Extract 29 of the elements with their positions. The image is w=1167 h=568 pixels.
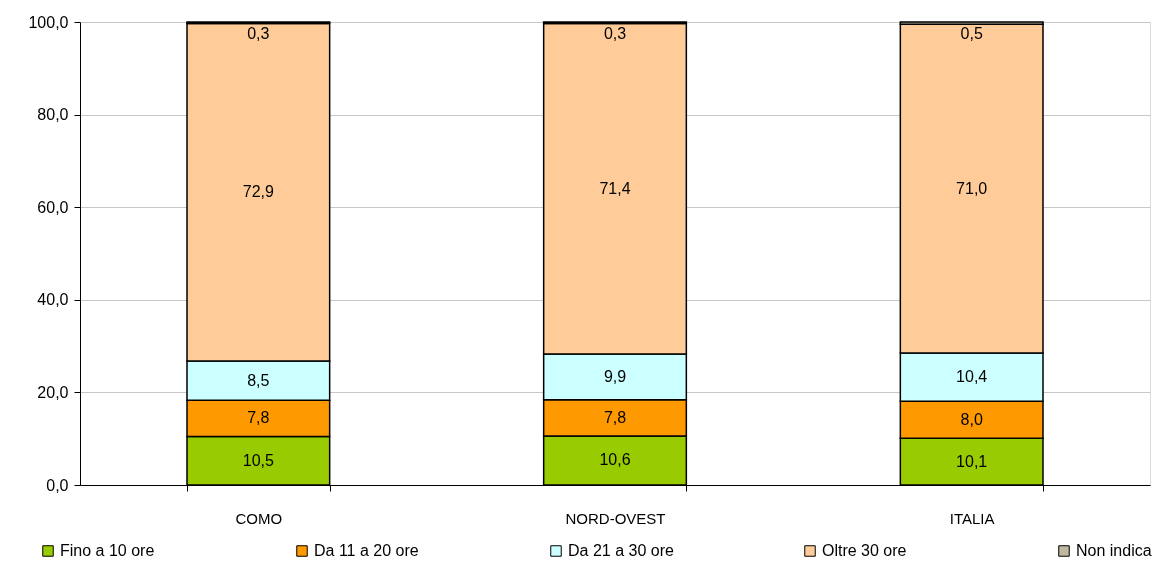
legend-label: Non indica	[1076, 542, 1152, 559]
data-label: 7,8	[603, 408, 627, 426]
y-tick-label: 100,0	[28, 13, 69, 31]
data-label: 0,3	[603, 25, 627, 42]
y-tick-label: 0,0	[46, 476, 69, 494]
data-label: 71,0	[956, 179, 988, 197]
data-label: 0,5	[960, 25, 983, 42]
data-label: 9,9	[603, 367, 627, 385]
y-tick-label: 80,0	[37, 106, 69, 124]
data-label: 8,5	[247, 371, 270, 389]
legend-label: Da 21 a 30 ore	[568, 542, 674, 559]
data-label: 0,3	[247, 25, 270, 42]
x-tick-label: COMO	[235, 509, 283, 527]
y-tick-label: 60,0	[37, 198, 69, 216]
data-label: 10,5	[242, 451, 275, 469]
x-tick-label: ITALIA	[949, 509, 995, 527]
legend-label: Fino a 10 ore	[60, 542, 155, 559]
data-label: 7,8	[247, 409, 270, 427]
legend-label: Oltre 30 ore	[822, 542, 907, 559]
data-label: 10,4	[956, 368, 988, 386]
x-tick-label: NORD-OVEST	[565, 509, 666, 527]
data-label: 10,1	[956, 452, 988, 470]
data-label: 10,6	[599, 451, 631, 469]
data-label: 8,0	[960, 410, 983, 428]
legend-label: Da 11 a 20 ore	[314, 542, 419, 559]
y-tick-label: 20,0	[37, 383, 69, 401]
y-tick-label: 40,0	[37, 291, 69, 309]
data-label: 71,4	[599, 179, 631, 197]
data-label: 72,9	[242, 183, 275, 201]
